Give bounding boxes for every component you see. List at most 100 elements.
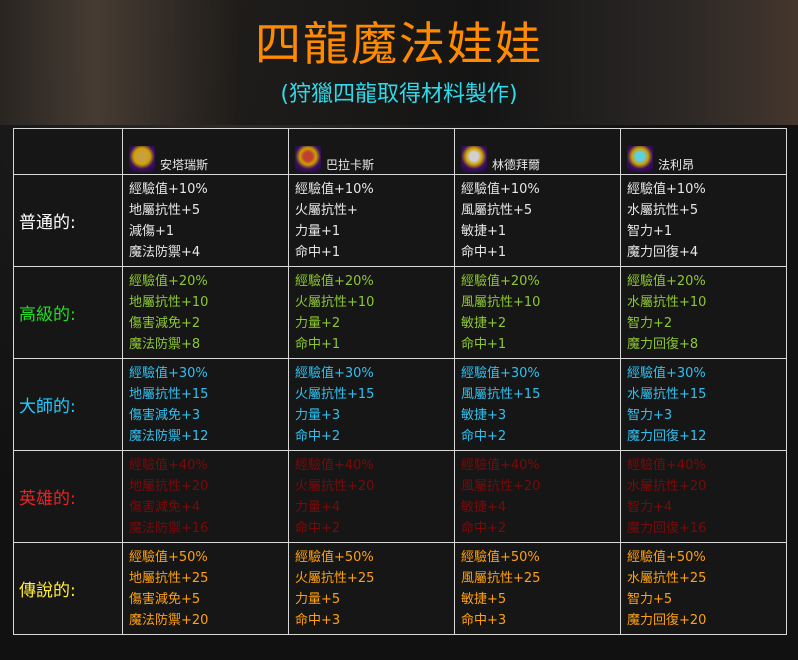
magic-doll-table: 安塔瑞斯 巴拉卡斯 林德拜爾 法利昂 普通的: 經驗值+10% 地屬抗性+5 減傷+1 魔… (13, 128, 787, 635)
stat-cell: 經驗值+30% 地屬抗性+15 傷害減免+3 魔法防禦+12 (122, 358, 289, 451)
stat-line: 傷害減免+4 (129, 499, 201, 515)
stat-line: 命中+2 (295, 428, 341, 444)
stat-line: 風屬抗性+25 (461, 570, 541, 586)
stat-line: 水屬抗性+20 (627, 478, 707, 494)
stat-line: 地屬抗性+5 (129, 202, 201, 218)
stat-cell: 經驗值+50% 地屬抗性+25 傷害減免+5 魔法防禦+20 (122, 542, 289, 635)
stat-cell: 經驗值+50% 火屬抗性+25 力量+5 命中+3 (288, 542, 455, 635)
background-banner (0, 0, 798, 125)
dragon-name: 法利昂 (658, 158, 695, 172)
stat-line: 水屬抗性+25 (627, 570, 707, 586)
tier-row: 英雄的: 經驗值+40% 地屬抗性+20 傷害減免+4 魔法防禦+16 經驗值+40% 火屬… (13, 450, 787, 543)
stat-cell: 經驗值+20% 水屬抗性+10 智力+2 魔力回復+8 (620, 266, 787, 359)
stat-line: 命中+3 (461, 612, 507, 628)
stat-line: 傷害減免+3 (129, 407, 201, 423)
dragon-name: 巴拉卡斯 (326, 158, 375, 172)
stat-line: 力量+2 (295, 315, 341, 331)
stat-cell: 經驗值+40% 風屬抗性+20 敏捷+4 命中+2 (454, 450, 621, 543)
stat-line: 智力+3 (627, 407, 673, 423)
stat-cell: 經驗值+50% 水屬抗性+25 智力+5 魔力回復+20 (620, 542, 787, 635)
stat-cell: 經驗值+30% 火屬抗性+15 力量+3 命中+2 (288, 358, 455, 451)
stat-cell: 經驗值+20% 地屬抗性+10 傷害減免+2 魔法防禦+8 (122, 266, 289, 359)
tier-label: 傳說的: (13, 542, 123, 635)
header-row: 安塔瑞斯 巴拉卡斯 林德拜爾 法利昂 (13, 128, 787, 175)
stat-line: 智力+4 (627, 499, 673, 515)
earth-dragon-doll-icon (129, 146, 155, 172)
stat-line: 經驗值+40% (627, 457, 706, 473)
page-title: 四龍魔法娃娃 (255, 17, 543, 71)
stat-cell: 經驗值+10% 風屬抗性+5 敏捷+1 命中+1 (454, 174, 621, 267)
stat-line: 力量+1 (295, 223, 341, 239)
stat-line: 命中+2 (461, 520, 507, 536)
stat-line: 地屬抗性+15 (129, 386, 209, 402)
stat-line: 魔法防禦+16 (129, 520, 209, 536)
stat-line: 力量+5 (295, 591, 341, 607)
tier-row: 傳說的: 經驗值+50% 地屬抗性+25 傷害減免+5 魔法防禦+20 經驗值+50% 火屬… (13, 542, 787, 635)
stat-line: 命中+2 (461, 428, 507, 444)
stat-line: 智力+5 (627, 591, 673, 607)
stat-line: 火屬抗性+10 (295, 294, 375, 310)
stat-line: 敏捷+3 (461, 407, 507, 423)
tier-row: 大師的: 經驗值+30% 地屬抗性+15 傷害減免+3 魔法防禦+12 經驗值+30% 火屬… (13, 358, 787, 451)
stat-line: 經驗值+50% (129, 549, 208, 565)
stat-line: 風屬抗性+20 (461, 478, 541, 494)
stat-line: 經驗值+40% (461, 457, 540, 473)
tier-label: 大師的: (13, 358, 123, 451)
stat-line: 魔法防禦+12 (129, 428, 209, 444)
tier-label: 普通的: (13, 174, 123, 267)
stat-line: 經驗值+20% (461, 273, 540, 289)
stat-line: 經驗值+10% (461, 181, 540, 197)
stat-line: 魔法防禦+8 (129, 336, 201, 352)
wind-dragon-doll-icon (461, 146, 487, 172)
dragon-header: 林德拜爾 (454, 128, 621, 175)
stat-line: 火屬抗性+ (295, 202, 358, 218)
stat-line: 經驗值+30% (295, 365, 374, 381)
dragon-header: 法利昂 (620, 128, 787, 175)
stat-cell: 經驗值+40% 地屬抗性+20 傷害減免+4 魔法防禦+16 (122, 450, 289, 543)
stat-line: 水屬抗性+10 (627, 294, 707, 310)
stat-line: 力量+4 (295, 499, 341, 515)
stat-line: 經驗值+40% (295, 457, 374, 473)
stat-line: 智力+1 (627, 223, 673, 239)
stat-cell: 經驗值+10% 水屬抗性+5 智力+1 魔力回復+4 (620, 174, 787, 267)
stat-cell: 經驗值+40% 水屬抗性+20 智力+4 魔力回復+16 (620, 450, 787, 543)
stat-line: 經驗值+50% (295, 549, 374, 565)
stat-line: 魔力回復+4 (627, 244, 699, 260)
stat-line: 經驗值+20% (627, 273, 706, 289)
stat-cell: 經驗值+20% 火屬抗性+10 力量+2 命中+1 (288, 266, 455, 359)
stat-line: 經驗值+40% (129, 457, 208, 473)
stat-line: 風屬抗性+5 (461, 202, 533, 218)
stat-line: 經驗值+10% (129, 181, 208, 197)
stat-line: 命中+1 (295, 336, 341, 352)
stat-line: 魔力回復+16 (627, 520, 707, 536)
stat-line: 魔力回復+8 (627, 336, 699, 352)
tier-row: 普通的: 經驗值+10% 地屬抗性+5 減傷+1 魔法防禦+4 經驗值+10% 火屬抗性+ 力… (13, 174, 787, 267)
stat-line: 命中+1 (461, 336, 507, 352)
stat-line: 敏捷+4 (461, 499, 507, 515)
stat-line: 敏捷+2 (461, 315, 507, 331)
stat-line: 風屬抗性+10 (461, 294, 541, 310)
tier-row: 高級的: 經驗值+20% 地屬抗性+10 傷害減免+2 魔法防禦+8 經驗值+20% 火屬抗… (13, 266, 787, 359)
stat-line: 經驗值+20% (129, 273, 208, 289)
stat-line: 魔法防禦+20 (129, 612, 209, 628)
stat-line: 命中+1 (461, 244, 507, 260)
stat-cell: 經驗值+10% 火屬抗性+ 力量+1 命中+1 (288, 174, 455, 267)
dragon-header: 安塔瑞斯 (122, 128, 289, 175)
stat-line: 經驗值+50% (461, 549, 540, 565)
tier-label: 英雄的: (13, 450, 123, 543)
stat-line: 魔力回復+12 (627, 428, 707, 444)
stat-cell: 經驗值+20% 風屬抗性+10 敏捷+2 命中+1 (454, 266, 621, 359)
stat-cell: 經驗值+10% 地屬抗性+5 減傷+1 魔法防禦+4 (122, 174, 289, 267)
stat-line: 魔法防禦+4 (129, 244, 201, 260)
page-subtitle: (狩獵四龍取得材料製作) (280, 82, 518, 107)
stat-line: 傷害減免+2 (129, 315, 201, 331)
dragon-name: 林德拜爾 (492, 158, 541, 172)
water-dragon-doll-icon (627, 146, 653, 172)
stat-line: 經驗值+10% (627, 181, 706, 197)
fire-dragon-doll-icon (295, 146, 321, 172)
stat-cell: 經驗值+30% 水屬抗性+15 智力+3 魔力回復+12 (620, 358, 787, 451)
stat-line: 智力+2 (627, 315, 673, 331)
stat-line: 地屬抗性+25 (129, 570, 209, 586)
stat-cell: 經驗值+30% 風屬抗性+15 敏捷+3 命中+2 (454, 358, 621, 451)
stat-line: 敏捷+5 (461, 591, 507, 607)
